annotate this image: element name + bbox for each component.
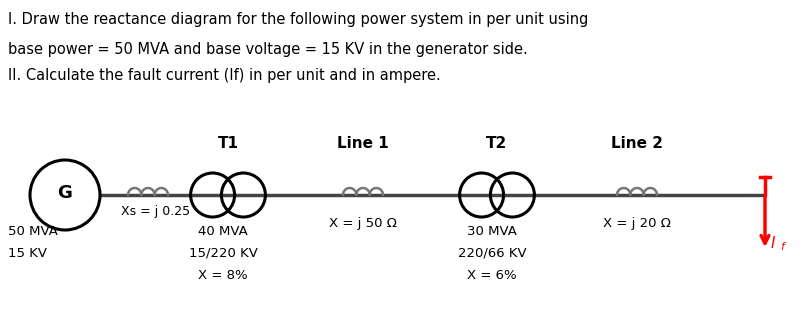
Text: X = 8%: X = 8% bbox=[198, 269, 248, 282]
Text: II. Calculate the fault current (If) in per unit and in ampere.: II. Calculate the fault current (If) in … bbox=[8, 68, 440, 83]
Text: 15 KV: 15 KV bbox=[8, 247, 47, 260]
Text: 30 MVA: 30 MVA bbox=[467, 225, 517, 238]
Text: T1: T1 bbox=[217, 136, 238, 151]
Text: I. Draw the reactance diagram for the following power system in per unit using: I. Draw the reactance diagram for the fo… bbox=[8, 12, 588, 27]
Text: f: f bbox=[780, 242, 784, 252]
Text: base power = 50 MVA and base voltage = 15 KV in the generator side.: base power = 50 MVA and base voltage = 1… bbox=[8, 42, 528, 57]
Text: X = j 50 Ω: X = j 50 Ω bbox=[329, 217, 397, 230]
Text: 40 MVA: 40 MVA bbox=[198, 225, 248, 238]
Text: 15/220 KV: 15/220 KV bbox=[188, 247, 258, 260]
Text: I: I bbox=[771, 236, 776, 250]
Text: Line 2: Line 2 bbox=[611, 136, 663, 151]
Text: G: G bbox=[57, 184, 73, 202]
Text: Line 1: Line 1 bbox=[337, 136, 389, 151]
Text: 220/66 KV: 220/66 KV bbox=[457, 247, 526, 260]
Text: X = j 20 Ω: X = j 20 Ω bbox=[603, 217, 671, 230]
Text: Xs = j 0.25: Xs = j 0.25 bbox=[121, 205, 191, 218]
Text: 50 MVA: 50 MVA bbox=[8, 225, 58, 238]
Text: T2: T2 bbox=[486, 136, 507, 151]
Text: X = 6%: X = 6% bbox=[467, 269, 517, 282]
